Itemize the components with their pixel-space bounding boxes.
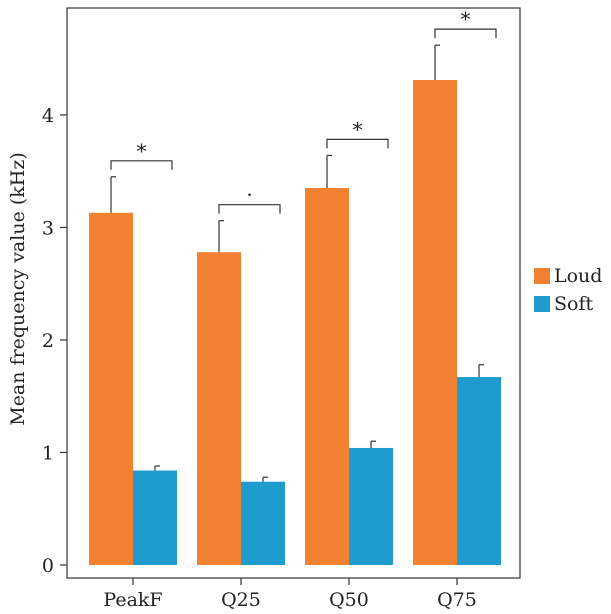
legend-swatch-loud xyxy=(534,268,550,284)
significance-bracket xyxy=(434,28,497,39)
x-tick-label: Q75 xyxy=(437,589,477,611)
bar-loud xyxy=(197,252,241,565)
significance-marker: * xyxy=(461,7,471,31)
plot-frame xyxy=(66,7,521,579)
significance-bracket xyxy=(110,160,173,170)
significance-bracket xyxy=(326,138,389,149)
x-tick-label: PeakF xyxy=(103,589,162,611)
legend-swatch-soft xyxy=(534,296,550,312)
y-tick-label: 1 xyxy=(42,442,54,464)
significance-bracket xyxy=(218,204,281,214)
significance-marker: · xyxy=(246,183,252,207)
y-tick-label: 0 xyxy=(42,555,54,577)
plot-area: 0 1 2 3 4 PeakF * Q25 · Q50 * Q75 * xyxy=(42,7,521,611)
bar-soft xyxy=(349,447,393,565)
significance-marker: * xyxy=(137,139,147,163)
significance-marker: * xyxy=(353,117,363,141)
legend-label-loud: Loud xyxy=(554,265,602,287)
bar-loud xyxy=(89,212,133,565)
y-tick-label: 2 xyxy=(42,330,54,352)
bar-soft xyxy=(457,377,501,565)
y-axis-title: Mean frequency value (kHz) xyxy=(7,152,29,426)
legend: Loud Soft xyxy=(534,265,602,315)
bar-loud xyxy=(305,188,349,565)
bar-loud xyxy=(413,80,457,565)
legend-label-soft: Soft xyxy=(554,293,593,315)
bar-soft xyxy=(241,481,285,565)
y-tick-label: 3 xyxy=(42,217,54,239)
bar-soft xyxy=(133,470,177,565)
x-tick-label: Q50 xyxy=(329,589,369,611)
y-tick-label: 4 xyxy=(42,105,54,127)
x-tick-label: Q25 xyxy=(221,589,261,611)
